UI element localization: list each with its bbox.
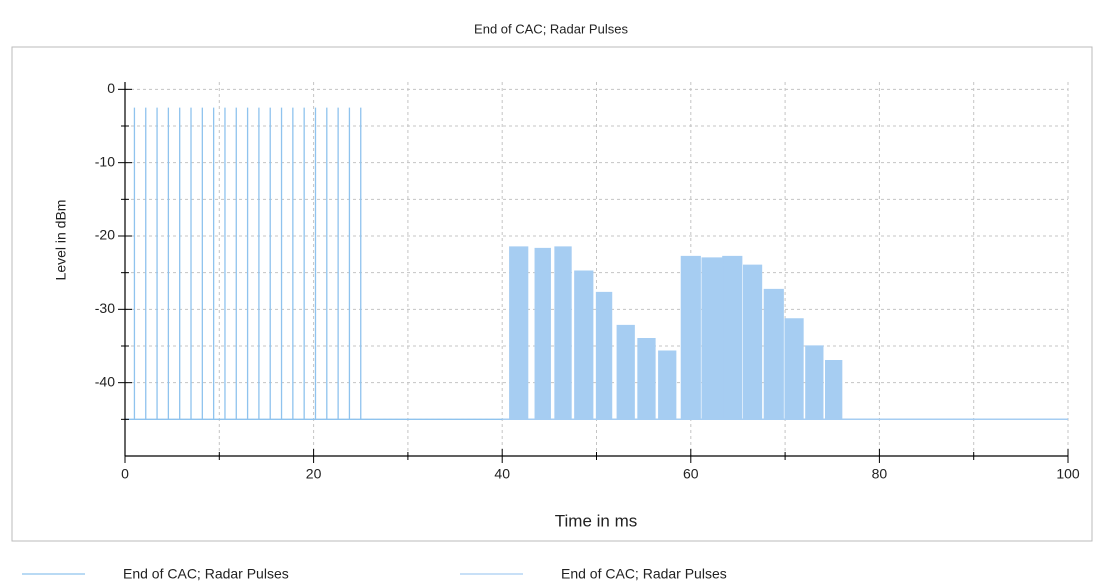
y-tick-label: -40 — [95, 373, 115, 389]
area — [502, 246, 1068, 420]
x-tick-label: 60 — [683, 466, 699, 482]
line — [125, 107, 1068, 420]
chart-title: End of CAC; Radar Pulses — [474, 21, 628, 36]
chart-frame — [11, 46, 1093, 542]
x-axis-title: Time in ms — [555, 511, 638, 530]
legend-label: End of CAC; Radar Pulses — [123, 566, 289, 582]
x-tick-label: 40 — [494, 466, 510, 482]
y-axis-title: Level in dBm — [53, 200, 69, 281]
x-tick-label: 20 — [306, 466, 322, 482]
x-tick-label: 0 — [121, 466, 129, 482]
y-tick-label: -30 — [95, 300, 115, 316]
legend-label: End of CAC; Radar Pulses — [561, 566, 727, 582]
x-tick-label: 100 — [1056, 466, 1080, 482]
x-tick-label: 80 — [872, 466, 888, 482]
y-tick-label: -20 — [95, 227, 115, 243]
y-tick-label: -10 — [95, 153, 115, 169]
y-tick-label: 0 — [107, 80, 115, 96]
